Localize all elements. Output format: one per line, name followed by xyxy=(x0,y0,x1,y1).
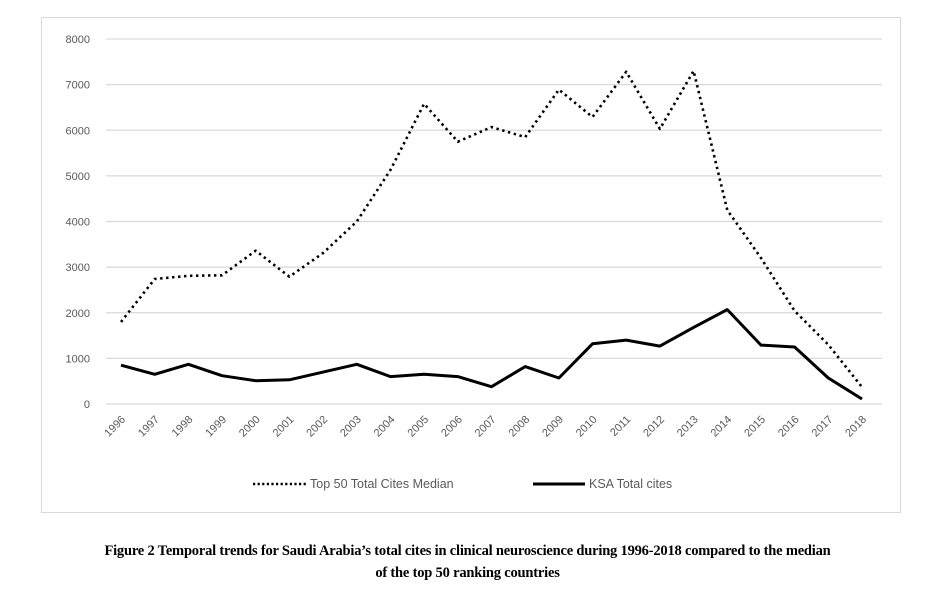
series-line-ksa-total-cites xyxy=(120,308,863,401)
y-tick-label: 6000 xyxy=(66,125,90,137)
y-tick-label: 1000 xyxy=(66,353,90,365)
series-line-top50-median xyxy=(119,69,864,388)
x-tick-label: 2011 xyxy=(608,414,633,439)
x-tick-label: 2006 xyxy=(439,414,465,440)
y-tick-label: 5000 xyxy=(66,171,90,183)
x-tick-label: 2015 xyxy=(742,414,768,440)
y-tick-label: 7000 xyxy=(66,80,90,92)
x-tick-label: 2016 xyxy=(776,414,802,440)
x-tick-label: 2012 xyxy=(641,414,667,440)
x-tick-label: 1998 xyxy=(170,414,196,440)
x-tick-label: 2005 xyxy=(405,414,431,440)
x-tick-label: 1999 xyxy=(203,414,229,440)
y-tick-label: 4000 xyxy=(66,217,90,229)
x-tick-label: 2014 xyxy=(709,414,735,440)
y-tick-label: 8000 xyxy=(66,34,90,46)
x-tick-label: 2000 xyxy=(237,414,263,440)
y-tick-label: 0 xyxy=(84,399,90,411)
y-tick-label: 2000 xyxy=(66,308,90,320)
x-tick-label: 2001 xyxy=(271,414,297,440)
y-tick-label: 3000 xyxy=(66,262,90,274)
x-tick-label: 2017 xyxy=(810,414,836,440)
legend-label-ksa-total-cites: KSA Total cites xyxy=(589,477,672,491)
x-tick-label: 1997 xyxy=(136,414,162,440)
x-tick-label: 2009 xyxy=(540,414,566,440)
figure-caption-line-1: Figure 2 Temporal trends for Saudi Arabi… xyxy=(104,543,831,559)
x-tick-label: 2018 xyxy=(843,414,869,440)
x-tick-label: 2004 xyxy=(372,414,398,440)
x-axis-tick-labels: 1996 1997 1998 1999 2000 2001 2002 2003 2004 2005… xyxy=(102,414,869,440)
legend-label-top50-median: Top 50 Total Cites Median xyxy=(310,477,454,491)
series-lines xyxy=(119,69,864,401)
x-tick-label: 2008 xyxy=(507,414,533,440)
x-tick-label: 2007 xyxy=(473,414,499,440)
figure-caption-line-2: of the top 50 ranking countries xyxy=(375,565,560,581)
y-axis-tick-labels: 0 1000 2000 3000 4000 5000 6000 7000 8000 xyxy=(66,34,90,411)
x-tick-label: 2013 xyxy=(675,414,701,440)
x-tick-label: 2002 xyxy=(304,414,330,440)
x-tick-label: 1996 xyxy=(102,414,128,440)
x-tick-label: 2010 xyxy=(574,414,600,440)
gridlines xyxy=(106,38,882,405)
legend: Top 50 Total Cites Median KSA Total cite… xyxy=(253,477,672,491)
figure-caption: Figure 2 Temporal trends for Saudi Arabi… xyxy=(0,540,935,584)
x-tick-label: 2003 xyxy=(338,414,364,440)
chart-frame xyxy=(41,17,901,513)
